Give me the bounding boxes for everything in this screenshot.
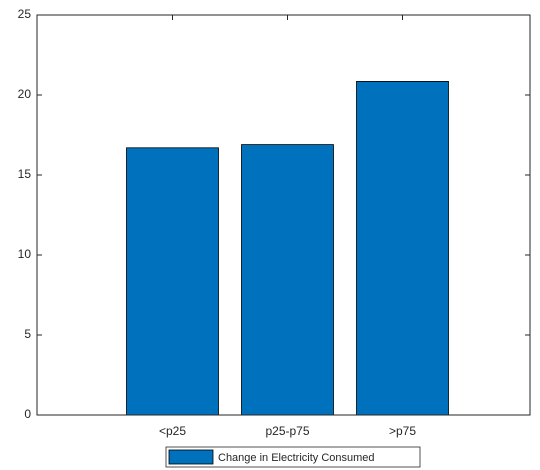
y-tick-label: 0 <box>24 407 31 421</box>
bar <box>356 81 449 416</box>
y-tick-label: 20 <box>18 87 32 101</box>
x-tick-label: >p75 <box>389 424 416 438</box>
bar <box>126 147 219 416</box>
y-tick-label: 25 <box>18 7 32 21</box>
bar <box>241 144 334 416</box>
legend-label: Change in Electricity Consumed <box>218 452 375 464</box>
y-tick-label: 10 <box>18 247 32 261</box>
x-tick-label: p25-p75 <box>265 424 309 438</box>
y-tick-label: 5 <box>24 327 31 341</box>
y-tick-label: 15 <box>18 167 32 181</box>
legend-box <box>165 446 421 468</box>
axes-box <box>36 14 531 416</box>
x-tick-label: <p25 <box>159 424 186 438</box>
legend-swatch <box>168 449 214 465</box>
